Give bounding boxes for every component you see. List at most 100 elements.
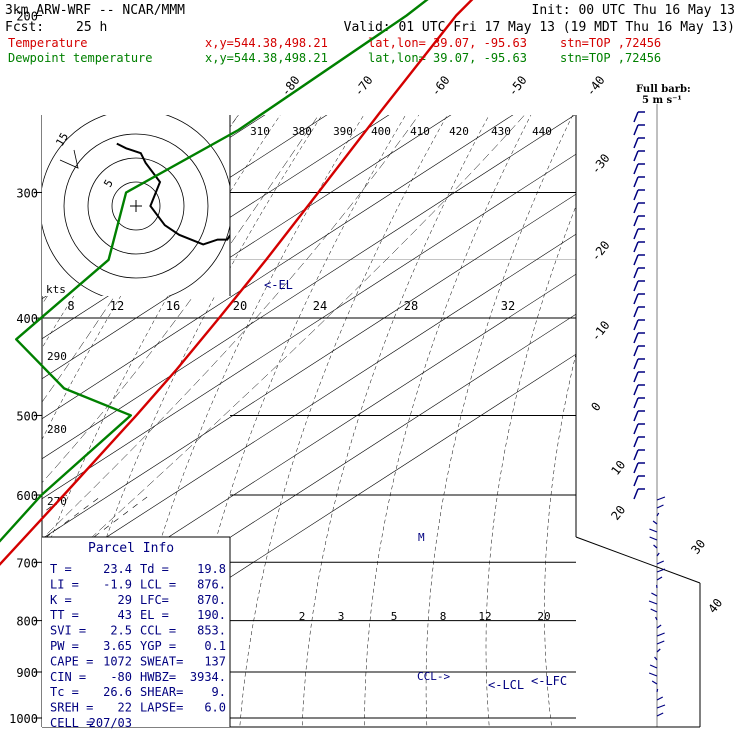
- wind-barb: [633, 267, 639, 279]
- pressure-label: 600: [16, 489, 38, 503]
- hodograph-aux-trace: [59, 149, 79, 169]
- isotherm-label: -50: [505, 73, 529, 99]
- parcel-key: Td =: [140, 562, 169, 576]
- theta-side-label: 290: [47, 350, 67, 363]
- legend-dewpoint-latlon: lat,lon= 39.07, -95.63: [368, 51, 527, 65]
- parcel-key: CCL =: [140, 624, 176, 638]
- dry-adiabat: [657, 0, 740, 739]
- dry-adiabat: [301, 115, 490, 727]
- legend-temperature-xy: x,y=544.38,498.21: [205, 36, 328, 50]
- isotherm-line: [42, 115, 576, 460]
- legend-dewpoint: Dewpoint temperature: [8, 51, 153, 65]
- parcel-value: 43: [118, 608, 132, 622]
- init-time: Init: 00 UTC Thu 16 May 13: [532, 3, 736, 18]
- dry-adiabat: [364, 115, 532, 727]
- dry-adiabat: [485, 205, 576, 727]
- isotherm-line: [42, 353, 576, 700]
- parcel-value: 3.65: [103, 639, 132, 653]
- parcel-value: 22: [118, 701, 132, 715]
- wind-barb: [633, 371, 639, 383]
- theta-label: 410: [410, 125, 430, 138]
- wind-barb: [633, 137, 639, 149]
- wind-barb: [656, 696, 664, 701]
- m-marker: M: [418, 531, 425, 544]
- wind-barb: [633, 319, 639, 331]
- wind-barb: [652, 520, 658, 525]
- hodograph-ring-label: 15: [53, 131, 71, 149]
- hodograph-trace: [116, 142, 230, 246]
- isotherm-label: 20: [608, 503, 628, 523]
- theta-label: 390: [333, 125, 353, 138]
- wind-barb: [633, 410, 639, 422]
- pressure-label: 1000: [9, 712, 38, 726]
- dry-adiabat: [544, 352, 576, 727]
- isotherm-label: -30: [588, 151, 612, 177]
- dry-adiabat: [239, 115, 448, 727]
- wind-barb: [649, 536, 658, 541]
- wind-barb: [633, 384, 639, 396]
- wind-barb: [656, 496, 666, 501]
- moist-adiabat: [42, 115, 420, 540]
- hodograph-speed-label: 28: [404, 299, 418, 313]
- isotherm-label: -40: [583, 73, 607, 99]
- parcel-value: 137: [204, 654, 226, 668]
- barb-legend-unit: 5 m s⁻¹: [642, 95, 682, 106]
- wind-barb: [648, 672, 658, 677]
- parcel-value: 29: [118, 593, 132, 607]
- parcel-value: -1.9: [103, 577, 132, 591]
- parcel-value: 207/03: [89, 716, 132, 730]
- dry-adiabat: [712, 0, 740, 739]
- hodograph: 515 kts: [42, 115, 231, 296]
- parcel-key: T =: [50, 562, 72, 576]
- parcel-key: CAPE =: [50, 654, 93, 668]
- wind-barb: [633, 202, 639, 214]
- wind-barb: [633, 397, 639, 409]
- hodograph-ring: [63, 133, 209, 279]
- wind-barb: [656, 632, 665, 637]
- parcel-key: K =: [50, 593, 72, 607]
- isotherm-line: [42, 153, 576, 500]
- parcel-value: 26.6: [103, 685, 132, 699]
- parcel-value: 870.: [197, 593, 226, 607]
- parcel-key: Tc =: [50, 685, 79, 699]
- wind-barb: [656, 568, 666, 573]
- theta-label: 440: [532, 125, 552, 138]
- forecast-label: Fcst:: [5, 20, 44, 35]
- parcel-key: SVI =: [50, 624, 86, 638]
- legend-temperature-latlon: lat,lon= 39.07, -95.63: [368, 36, 527, 50]
- wind-barb: [656, 624, 662, 629]
- wind-barb: [651, 592, 658, 597]
- isotherm-label: -70: [351, 73, 375, 99]
- parcel-key: CIN =: [50, 670, 86, 684]
- hodograph-speed-label: 20: [233, 299, 247, 313]
- legend-temperature-stn: stn=TOP ,72456: [560, 36, 661, 50]
- legend-dewpoint-stn: stn=TOP ,72456: [560, 51, 661, 65]
- parcel-value: 2.5: [110, 624, 132, 638]
- theta-label: 430: [491, 125, 511, 138]
- isotherm-label: 30: [688, 537, 708, 557]
- isotherm-line: [42, 115, 390, 340]
- pressure-label: 700: [16, 556, 38, 570]
- wind-barb: [633, 332, 639, 344]
- mixing-ratio-label: 3: [338, 610, 345, 623]
- mixing-ratio-label: 2: [299, 610, 306, 623]
- wind-barb: [656, 712, 664, 717]
- parcel-value: 876.: [197, 577, 226, 591]
- parcel-key: SWEAT=: [140, 654, 183, 668]
- hodograph-units: kts: [46, 283, 66, 296]
- wind-barb: [656, 504, 664, 509]
- pressure-label: 400: [16, 312, 38, 326]
- wind-barb: [650, 608, 658, 613]
- wind-barb: [649, 528, 658, 533]
- wind-barb: [633, 254, 639, 266]
- wind-barb: [656, 512, 660, 517]
- parcel-key: LCL =: [140, 577, 176, 591]
- isotherm-label: -20: [588, 238, 612, 264]
- parcel-value: 6.0: [204, 701, 226, 715]
- wind-barb: [633, 176, 639, 188]
- wind-barb: [633, 462, 639, 474]
- pressure-label: 900: [16, 666, 38, 680]
- wind-barb: [656, 688, 659, 693]
- parcel-value: 19.8: [197, 562, 226, 576]
